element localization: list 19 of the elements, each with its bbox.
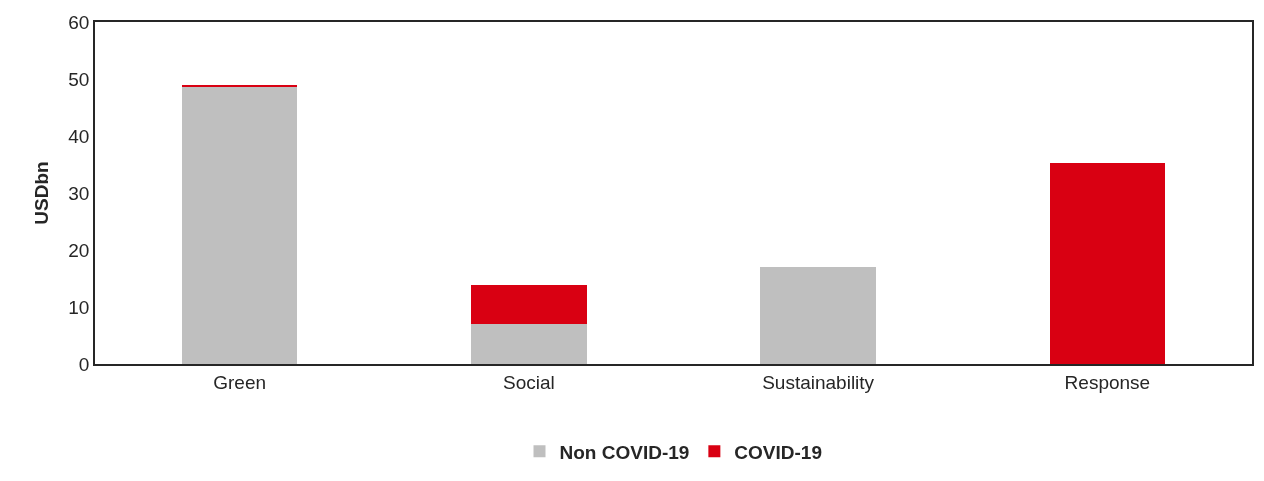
bar xyxy=(760,266,876,364)
x-tick-label: Sustainability xyxy=(762,371,875,393)
legend-label: Non COVID-19 xyxy=(559,441,690,463)
bar xyxy=(471,324,587,364)
y-tick-label: 20 xyxy=(68,239,90,261)
y-tick-label: 30 xyxy=(68,182,90,204)
y-tick-label: 0 xyxy=(78,353,90,375)
x-tick-label: Green xyxy=(213,371,267,393)
y-tick-label: 10 xyxy=(68,296,90,318)
legend-label: COVID-19 xyxy=(734,441,822,463)
bar xyxy=(181,86,298,364)
y-axis-title: USDbn xyxy=(30,161,52,225)
bar xyxy=(471,284,587,325)
y-tick-label: 40 xyxy=(68,125,90,147)
bar xyxy=(1049,163,1166,364)
y-tick-label: 60 xyxy=(68,11,90,33)
x-tick-label: Response xyxy=(1064,371,1151,393)
y-tick-label: 50 xyxy=(68,68,90,90)
x-tick-label: Social xyxy=(503,371,555,393)
